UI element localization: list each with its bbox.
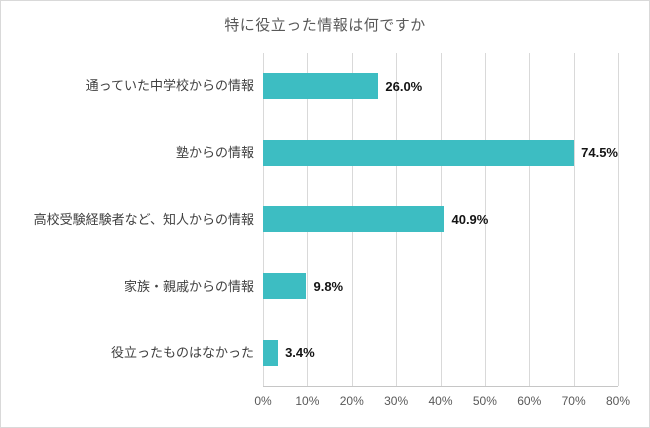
x-tick-label: 10% <box>295 394 320 408</box>
x-tick-label: 0% <box>254 394 272 408</box>
bar-row: 3.4% <box>263 319 618 386</box>
x-axis-ticks: 0% 10% 20% 30% 40% 50% 60% 70% 80% <box>254 386 630 416</box>
gridline <box>529 53 531 386</box>
bar <box>263 273 307 300</box>
bar-rows: 26.0% 74.5% 40.9% 9.8% 3.4% <box>263 53 618 386</box>
x-tick-label: 40% <box>428 394 453 408</box>
bar-row: 26.0% <box>263 53 618 120</box>
x-tick-label: 20% <box>339 394 364 408</box>
x-tick-label: 30% <box>384 394 409 408</box>
category-label: 家族・親戚からの情報 <box>123 278 254 294</box>
bar <box>263 73 379 100</box>
bar-value-label: 9.8% <box>313 278 344 294</box>
chart-title: 特に役立った情報は何ですか <box>224 17 426 34</box>
x-tick-label: 80% <box>605 394 631 408</box>
category-label: 通っていた中学校からの情報 <box>85 78 254 94</box>
bar-value-label: 74.5% <box>581 145 618 161</box>
category-label: 高校受験経験者など、知人からの情報 <box>33 211 254 227</box>
category-label: 塾からの情報 <box>175 145 254 161</box>
bar-row: 74.5% <box>263 120 618 187</box>
bar <box>263 206 445 233</box>
chart-body: 通っていた中学校からの情報塾からの情報高校受験経験者など、知人からの情報家族・親… <box>1 53 630 408</box>
gridline <box>573 53 575 386</box>
bar-row: 40.9% <box>263 186 618 253</box>
plot-area: 26.0% 74.5% 40.9% 9.8% 3.4% 0% 10% 20% 30% 40% 50… <box>254 53 630 408</box>
category-label: 役立ったものはなかった <box>110 345 254 361</box>
bar-row: 9.8% <box>263 253 618 320</box>
x-tick-label: 70% <box>561 394 586 408</box>
gridline <box>618 53 619 386</box>
x-tick-label: 60% <box>517 394 542 408</box>
category-labels: 通っていた中学校からの情報塾からの情報高校受験経験者など、知人からの情報家族・親… <box>1 53 263 387</box>
bar <box>263 139 575 166</box>
x-tick-label: 50% <box>472 394 497 408</box>
bar-value-label: 3.4% <box>285 345 315 361</box>
gridline <box>484 53 486 386</box>
bar <box>263 339 279 366</box>
bar-value-label: 40.9% <box>451 211 489 227</box>
bar-value-label: 26.0% <box>385 78 423 94</box>
